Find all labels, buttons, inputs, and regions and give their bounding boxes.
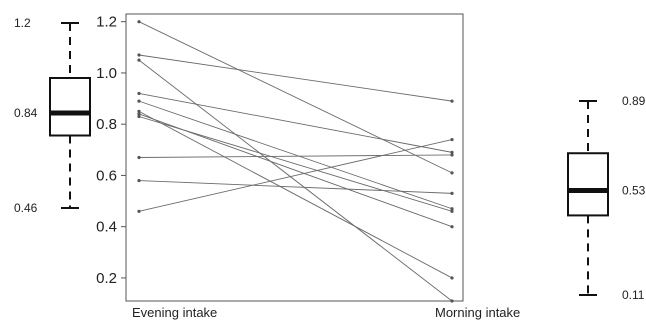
evening-point [137,209,141,213]
main-plot: 0.2 0.4 0.6 0.8 1.0 1.2 Evening intake Morning… [96,13,520,320]
evening-point [137,58,141,62]
morning-point [450,191,454,195]
series-line [138,139,453,212]
morning-point [450,150,454,154]
series-line [138,116,453,212]
min-label: 0.46 [14,201,38,215]
y-axis: 0.2 0.4 0.6 0.8 1.0 1.2 [96,14,126,287]
evening-point [137,112,141,116]
morning-point [450,153,454,157]
morning-point [450,171,454,175]
morning-point [450,137,454,142]
morning-point [450,99,454,103]
y-tick-label: 1.2 [96,14,117,31]
left-boxplot: 1.2 0.84 0.46 [14,16,91,215]
median-label: 0.84 [14,106,38,120]
evening-point [137,178,141,183]
evening-point [137,109,141,113]
x-label-evening: Evening intake [132,305,217,320]
series-line [138,54,453,102]
morning-point [450,225,454,229]
x-axis-labels: Evening intake Morning intake [132,305,520,320]
morning-point [450,207,454,211]
y-tick-label: 0.4 [96,219,117,236]
series-line [138,21,453,174]
y-tick-label: 0.8 [96,116,117,133]
series-lines [138,21,453,302]
x-label-morning: Morning intake [435,305,520,320]
morning-point [450,299,454,303]
series-line [138,154,453,158]
iqr-box [567,152,609,217]
right-boxplot: 0.89 0.53 0.11 [567,94,646,302]
y-tick-label: 0.6 [96,167,117,184]
series-points [137,20,454,303]
y-tick-label: 0.2 [96,270,117,287]
evening-point [137,155,141,160]
plot-frame [125,13,464,302]
evening-point [137,99,141,103]
evening-point [137,20,141,24]
evening-point [137,91,141,96]
median-label: 0.53 [622,184,646,198]
series-line [138,59,453,302]
min-label: 0.11 [622,288,645,302]
series-line [138,92,453,153]
series-line [138,110,453,279]
evening-point [137,53,141,57]
series-line [138,180,453,194]
max-label: 0.89 [622,94,646,108]
morning-point [450,209,454,213]
morning-point [450,276,454,280]
iqr-box [49,77,91,137]
max-label: 1.2 [14,16,31,30]
y-tick-label: 1.0 [96,65,117,82]
evening-point [137,114,141,119]
